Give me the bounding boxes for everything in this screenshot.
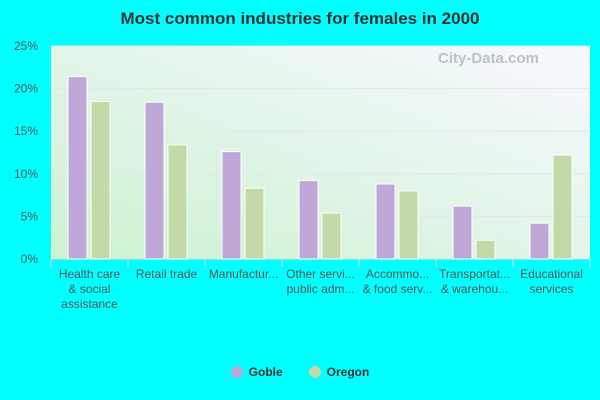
y-tick-label: 10% [14, 167, 38, 181]
legend: Goble Oregon [0, 365, 600, 379]
plot-area [51, 46, 590, 259]
bar-oregon [167, 144, 188, 260]
chart-title: Most common industries for females in 20… [120, 9, 480, 28]
bar-goble [221, 151, 242, 260]
legend-label: Goble [248, 365, 283, 379]
x-tick-label: Health care [59, 267, 121, 281]
y-tick-label: 15% [14, 124, 38, 138]
legend-item-oregon: Oregon [308, 365, 370, 379]
x-tick-label: Educational [520, 267, 583, 281]
x-tick-label: & food serv... [363, 282, 433, 296]
y-tick-label: 0% [21, 252, 39, 266]
legend-item-goble: Goble [230, 365, 283, 379]
bar-goble [144, 101, 165, 260]
bar-oregon [244, 187, 265, 260]
x-tick-label: services [529, 282, 573, 296]
legend-swatch [230, 366, 243, 378]
legend-swatch [308, 366, 321, 378]
y-tick-label: 5% [21, 209, 39, 223]
y-tick-label: 25% [14, 39, 38, 53]
x-tick-label: & warehou... [441, 282, 508, 296]
bar-oregon [90, 100, 111, 260]
bar-oregon [475, 239, 496, 260]
bar-goble [452, 205, 473, 260]
y-tick-label: 20% [14, 82, 38, 96]
x-tick-label: Retail trade [136, 267, 198, 281]
bar-goble [298, 180, 319, 260]
x-tick-label: Accommo... [366, 267, 429, 281]
x-tick-label: assistance [61, 297, 118, 311]
bar-oregon [321, 212, 342, 260]
x-tick-label: Transportat... [439, 267, 510, 281]
legend-label: Oregon [326, 365, 370, 379]
bar-goble [375, 183, 396, 260]
bar-oregon [398, 190, 419, 260]
x-tick-label: public adm... [286, 282, 354, 296]
x-tick-label: Other servi... [286, 267, 355, 281]
watermark: City-Data.com [438, 50, 539, 67]
bar-goble [529, 222, 550, 260]
x-tick-label: & social [68, 282, 110, 296]
bar-goble [67, 76, 88, 260]
x-tick-label: Manufactur... [209, 267, 278, 281]
bar-oregon [552, 154, 573, 260]
